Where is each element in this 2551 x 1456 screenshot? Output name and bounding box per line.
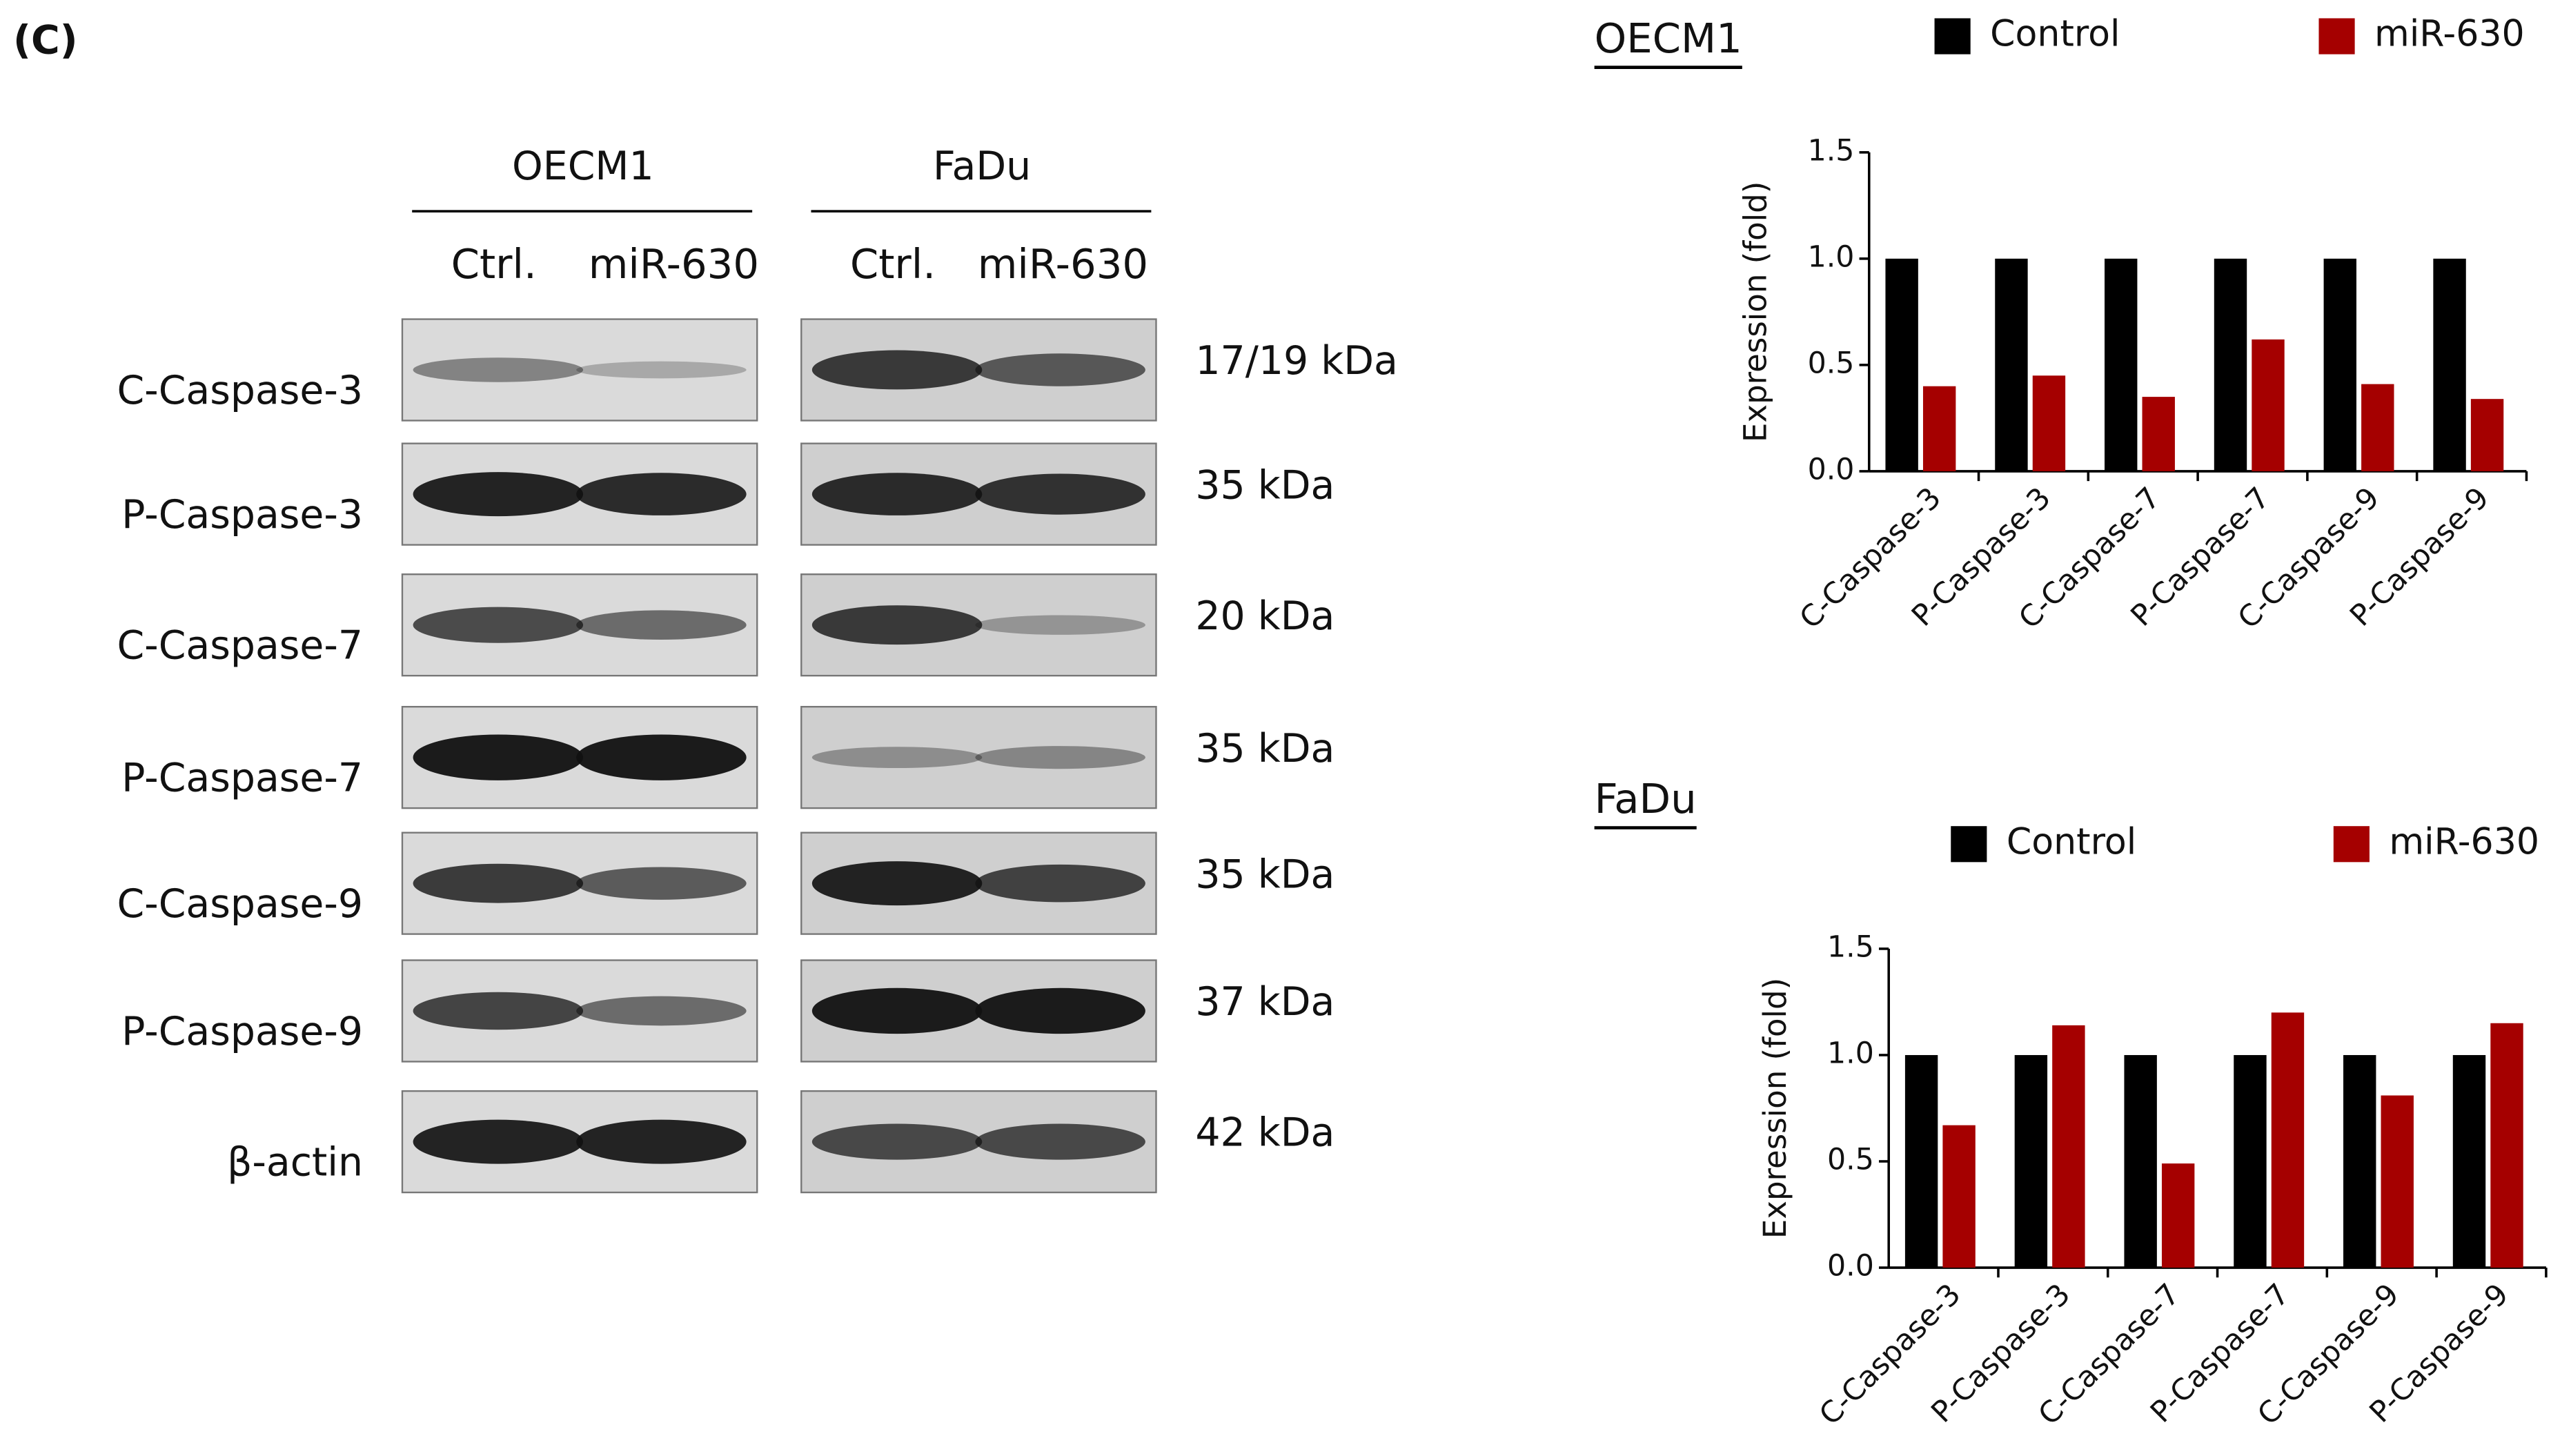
blot-band	[576, 473, 747, 515]
blot-band	[975, 987, 1145, 1034]
bar	[2142, 397, 2175, 471]
bar	[2032, 375, 2066, 471]
size-label: 37 kDa	[1195, 979, 1334, 1025]
blot-band	[413, 472, 584, 517]
bar	[2014, 1054, 2048, 1268]
row-label: C-Caspase-9	[117, 881, 363, 927]
legend-label: miR-630	[2389, 821, 2539, 863]
panel-label: (C)	[13, 18, 78, 63]
row-label: C-Caspase-3	[117, 368, 363, 413]
blot-band	[975, 864, 1145, 903]
size-label: 35 kDa	[1195, 462, 1334, 508]
row-label: P-Caspase-3	[121, 492, 363, 538]
bar	[2105, 258, 2138, 471]
size-label: 42 kDa	[1195, 1110, 1334, 1156]
blot-band	[413, 1119, 584, 1164]
bar	[1922, 386, 1956, 471]
blot-band	[576, 867, 747, 900]
blot-band	[811, 605, 983, 645]
blot-band	[811, 747, 983, 769]
blot-band	[975, 746, 1145, 769]
legend-label: Control	[1990, 14, 2120, 55]
lane-label: Ctrl.	[850, 240, 936, 288]
bar	[2361, 384, 2394, 471]
bar	[2252, 339, 2285, 471]
blot-band	[975, 473, 1145, 515]
size-label: 35 kDa	[1195, 726, 1334, 771]
y-tick-label: 1.5	[1808, 133, 1855, 168]
legend-swatch	[1934, 18, 1971, 55]
lane-label: miR-630	[589, 240, 759, 288]
blot-band	[576, 734, 747, 780]
blot-band	[811, 987, 983, 1034]
bar	[2490, 1023, 2523, 1268]
legend-label: Control	[2007, 821, 2136, 863]
lane-label: Ctrl.	[451, 240, 537, 288]
blot-band	[975, 1123, 1145, 1160]
legend-label: miR-630	[2374, 14, 2525, 55]
bar	[2052, 1025, 2085, 1268]
chart-title: FaDu	[1595, 775, 1697, 823]
bar	[2214, 258, 2247, 471]
lane-label: miR-630	[978, 240, 1148, 288]
row-label: C-Caspase-7	[117, 623, 363, 669]
bar	[2161, 1163, 2195, 1268]
size-label: 20 kDa	[1195, 593, 1334, 639]
blot-band	[576, 361, 747, 379]
bar	[1885, 258, 1918, 471]
y-tick-label: 1.5	[1827, 929, 1874, 964]
legend-swatch	[1951, 826, 1987, 863]
blot-band	[576, 1119, 747, 1164]
bar	[1904, 1054, 1938, 1268]
row-label: P-Caspase-7	[121, 755, 363, 800]
legend-swatch	[2318, 18, 2355, 55]
y-tick-label: 0.0	[1827, 1249, 1874, 1283]
blot-band	[975, 353, 1145, 386]
bar	[2271, 1012, 2305, 1268]
y-tick-label: 1.0	[1827, 1036, 1874, 1070]
blot-strip	[800, 706, 1157, 809]
bar	[2452, 1054, 2486, 1268]
blot-band	[413, 734, 584, 780]
y-tick-label: 0.5	[1827, 1143, 1874, 1177]
bar	[2381, 1095, 2414, 1268]
group-label: FaDu	[933, 144, 1031, 189]
blot-band	[413, 992, 584, 1030]
blot-band	[413, 607, 584, 643]
blot-band	[576, 610, 747, 640]
bar	[1942, 1125, 1976, 1268]
size-label: 17/19 kDa	[1195, 338, 1398, 384]
blot-band	[576, 996, 747, 1026]
y-axis-label: Expression (fold)	[1757, 978, 1793, 1239]
bar	[2124, 1054, 2157, 1268]
bar	[2470, 399, 2504, 471]
blot-band	[975, 615, 1145, 635]
bar	[2433, 258, 2466, 471]
blot-band	[811, 473, 983, 515]
row-label: P-Caspase-9	[121, 1009, 363, 1054]
bar	[2323, 258, 2356, 471]
row-label: β-actin	[227, 1139, 363, 1185]
blot-band	[413, 863, 584, 903]
blot-band	[811, 861, 983, 906]
legend-swatch	[2333, 826, 2370, 863]
blot-band	[811, 1123, 983, 1160]
y-tick-label: 0.5	[1808, 346, 1855, 380]
blot-band	[811, 350, 983, 390]
bar	[2343, 1054, 2376, 1268]
bar	[2234, 1054, 2267, 1268]
group-label: OECM1	[512, 144, 654, 189]
blot-strip	[401, 318, 758, 422]
y-axis-label: Expression (fold)	[1737, 181, 1774, 442]
size-label: 35 kDa	[1195, 852, 1334, 897]
y-tick-label: 0.0	[1808, 452, 1855, 486]
bar	[1995, 258, 2028, 471]
y-tick-label: 1.0	[1808, 239, 1855, 274]
blot-band	[413, 357, 584, 382]
chart-title: OECM1	[1595, 14, 1742, 62]
